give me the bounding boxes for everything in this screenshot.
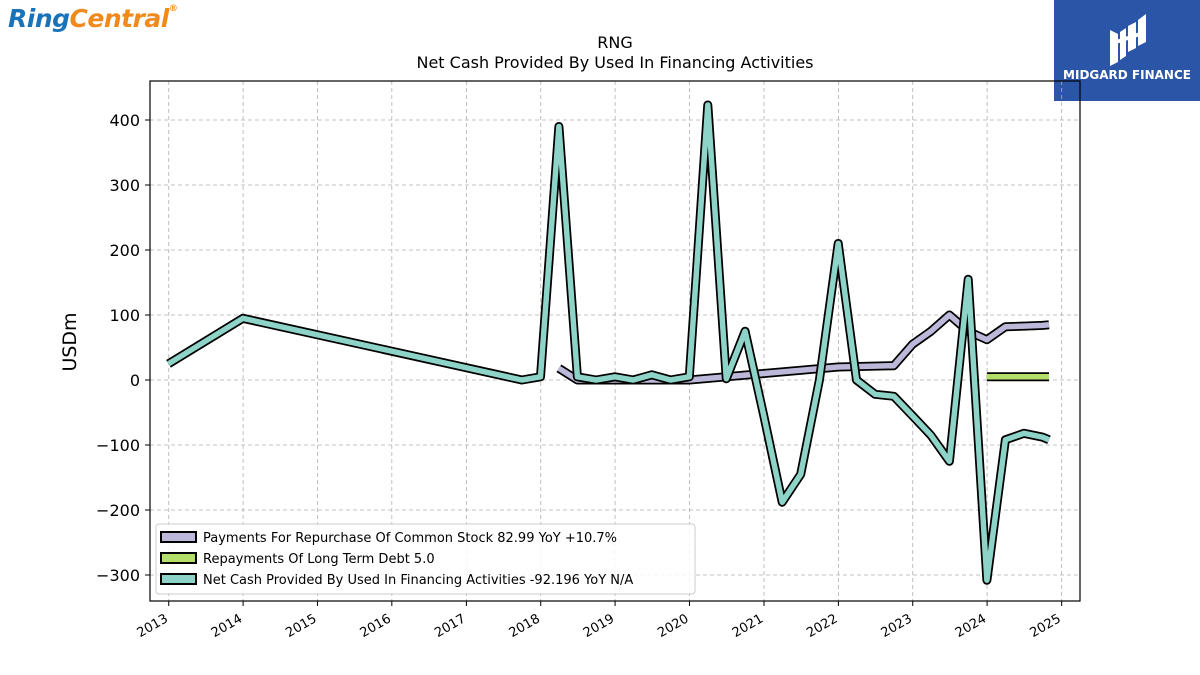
midgard-mark-icon bbox=[1110, 14, 1146, 66]
chart-subtitle: Net Cash Provided By Used In Financing A… bbox=[416, 53, 813, 72]
logo-text-central: Central bbox=[69, 4, 170, 33]
legend-swatch-0 bbox=[160, 531, 197, 543]
y-tick-label: −100 bbox=[96, 436, 140, 455]
x-tick-label: 2018 bbox=[507, 611, 543, 641]
chart-title: RNG bbox=[597, 33, 632, 52]
y-tick-label: 200 bbox=[109, 241, 140, 260]
legend-label-0: Payments For Repurchase Of Common Stock … bbox=[203, 531, 617, 546]
x-tick-label: 2016 bbox=[358, 611, 394, 641]
y-tick-label: 100 bbox=[109, 306, 140, 325]
y-tick-label: −300 bbox=[96, 566, 140, 585]
registered-mark-icon: ® bbox=[168, 4, 178, 14]
y-tick-label: 400 bbox=[109, 111, 140, 130]
x-tick-label: 2019 bbox=[581, 611, 617, 641]
legend-label-1: Repayments Of Long Term Debt 5.0 bbox=[203, 552, 435, 567]
y-axis: 400 300 200 100 0 −100 −200 −300 bbox=[96, 111, 150, 585]
y-tick-label: 300 bbox=[109, 176, 140, 195]
grid-lines bbox=[150, 81, 1080, 601]
y-tick-label: 0 bbox=[130, 371, 140, 390]
x-axis: 2013 2014 2015 2016 2017 2018 2019 2020 2021 2022… bbox=[135, 601, 1064, 641]
x-tick-label: 2024 bbox=[953, 611, 989, 641]
x-tick-label: 2020 bbox=[655, 611, 691, 641]
legend-swatch-2 bbox=[160, 573, 197, 585]
midgard-finance-name: MIDGARD FINANCE bbox=[1063, 68, 1191, 82]
series-layer bbox=[166, 100, 1051, 585]
logo-text-ring: Ring bbox=[8, 4, 70, 33]
x-tick-label: 2017 bbox=[432, 611, 468, 641]
midgard-finance-logo: MIDGARD FINANCE bbox=[1054, 0, 1200, 101]
y-tick-label: −200 bbox=[96, 501, 140, 520]
x-tick-label: 2025 bbox=[1028, 611, 1064, 641]
legend-swatch-1 bbox=[160, 552, 197, 564]
x-tick-label: 2014 bbox=[209, 611, 245, 641]
x-tick-label: 2021 bbox=[730, 611, 766, 641]
x-tick-label: 2015 bbox=[283, 611, 319, 641]
legend-box bbox=[155, 523, 696, 595]
legend-label-2: Net Cash Provided By Used In Financing A… bbox=[203, 573, 633, 588]
x-tick-label: 2023 bbox=[879, 611, 915, 641]
ringcentral-logo: RingCentral® bbox=[8, 4, 178, 33]
x-tick-label: 2022 bbox=[804, 611, 840, 641]
legend: Payments For Repurchase Of Common Stock … bbox=[155, 523, 696, 595]
series-line-2 bbox=[167, 102, 1051, 583]
x-tick-label: 2013 bbox=[135, 611, 171, 641]
y-axis-label: USDm bbox=[59, 312, 81, 371]
